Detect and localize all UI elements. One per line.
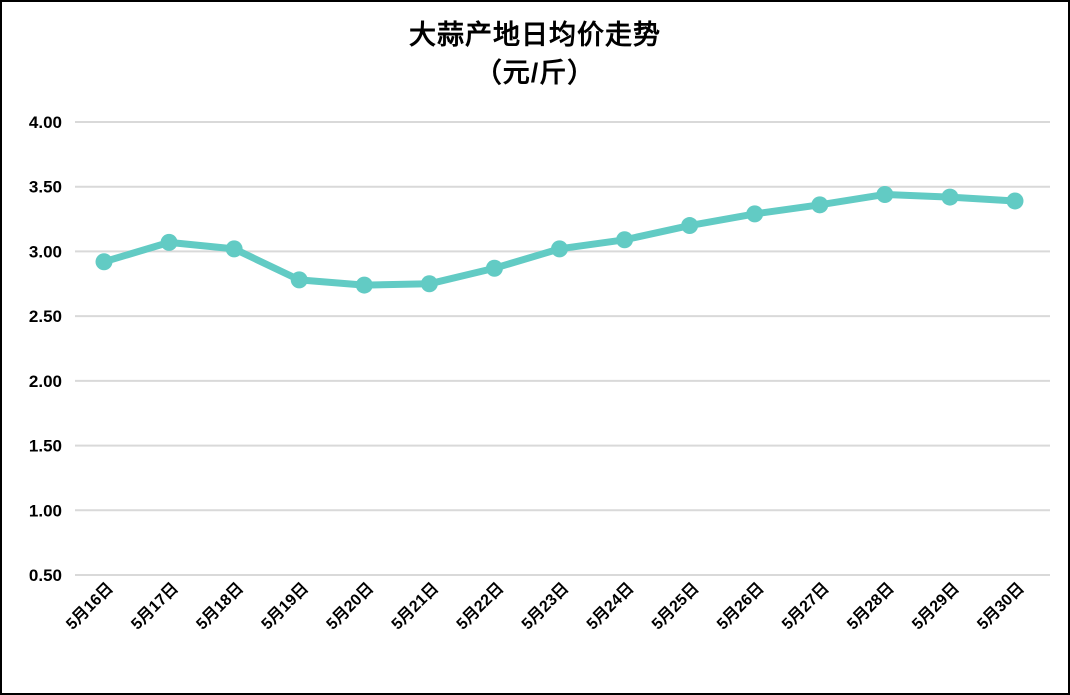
x-axis-tick-label: 5月22日 — [453, 579, 507, 633]
price-line — [100, 190, 1019, 289]
data-point — [551, 240, 568, 258]
data-point — [290, 271, 308, 289]
chart-title-text: 大蒜产地日均价走势 — [409, 20, 661, 50]
x-axis-tick-label: 5月24日 — [583, 579, 637, 633]
x-axis-tick-label: 5月19日 — [258, 579, 312, 633]
y-axis-tick-label: 3.50 — [29, 178, 62, 197]
x-axis-tick-label: 5月28日 — [843, 579, 897, 633]
data-point — [225, 240, 243, 258]
data-point — [1006, 192, 1024, 210]
data-point — [420, 275, 438, 293]
x-axis-tick-label: 5月23日 — [518, 579, 572, 633]
y-axis-tick-label: 4.00 — [29, 113, 62, 132]
data-point — [616, 231, 634, 249]
chart-title: 大蒜产地日均价走势 （元/斤） — [2, 16, 1068, 92]
y-axis-tick-label: 1.00 — [29, 501, 62, 520]
x-axis-tick-label: 5月17日 — [128, 579, 182, 633]
data-point — [485, 259, 503, 277]
y-axis-tick-label: 0.50 — [29, 566, 62, 585]
y-axis-tick-label: 1.50 — [29, 437, 62, 456]
data-point — [746, 205, 764, 223]
y-axis-tick-label: 2.50 — [29, 307, 62, 326]
x-axis-tick-label: 5月30日 — [974, 579, 1028, 633]
x-axis-tick-label: 5月25日 — [648, 579, 702, 633]
x-axis-tick-label: 5月29日 — [909, 579, 963, 633]
y-axis-tick-label: 3.00 — [29, 242, 62, 261]
x-axis-tick-label: 5月18日 — [193, 579, 247, 633]
chart-title-unit: （元/斤） — [474, 58, 596, 88]
x-axis-tick-label: 5月16日 — [63, 579, 117, 633]
data-point — [681, 217, 699, 235]
x-axis-tick-label: 5月27日 — [778, 579, 832, 633]
x-axis-tick-label: 5月26日 — [713, 579, 767, 633]
data-point — [160, 233, 178, 251]
x-axis-tick-label: 5月20日 — [323, 579, 377, 633]
data-point — [355, 276, 373, 294]
data-point — [876, 185, 894, 203]
data-point — [941, 188, 959, 206]
x-axis-tick-label: 5月21日 — [388, 579, 442, 633]
y-axis-tick-label: 2.00 — [29, 372, 62, 391]
data-point — [811, 196, 829, 214]
data-point — [95, 253, 113, 271]
